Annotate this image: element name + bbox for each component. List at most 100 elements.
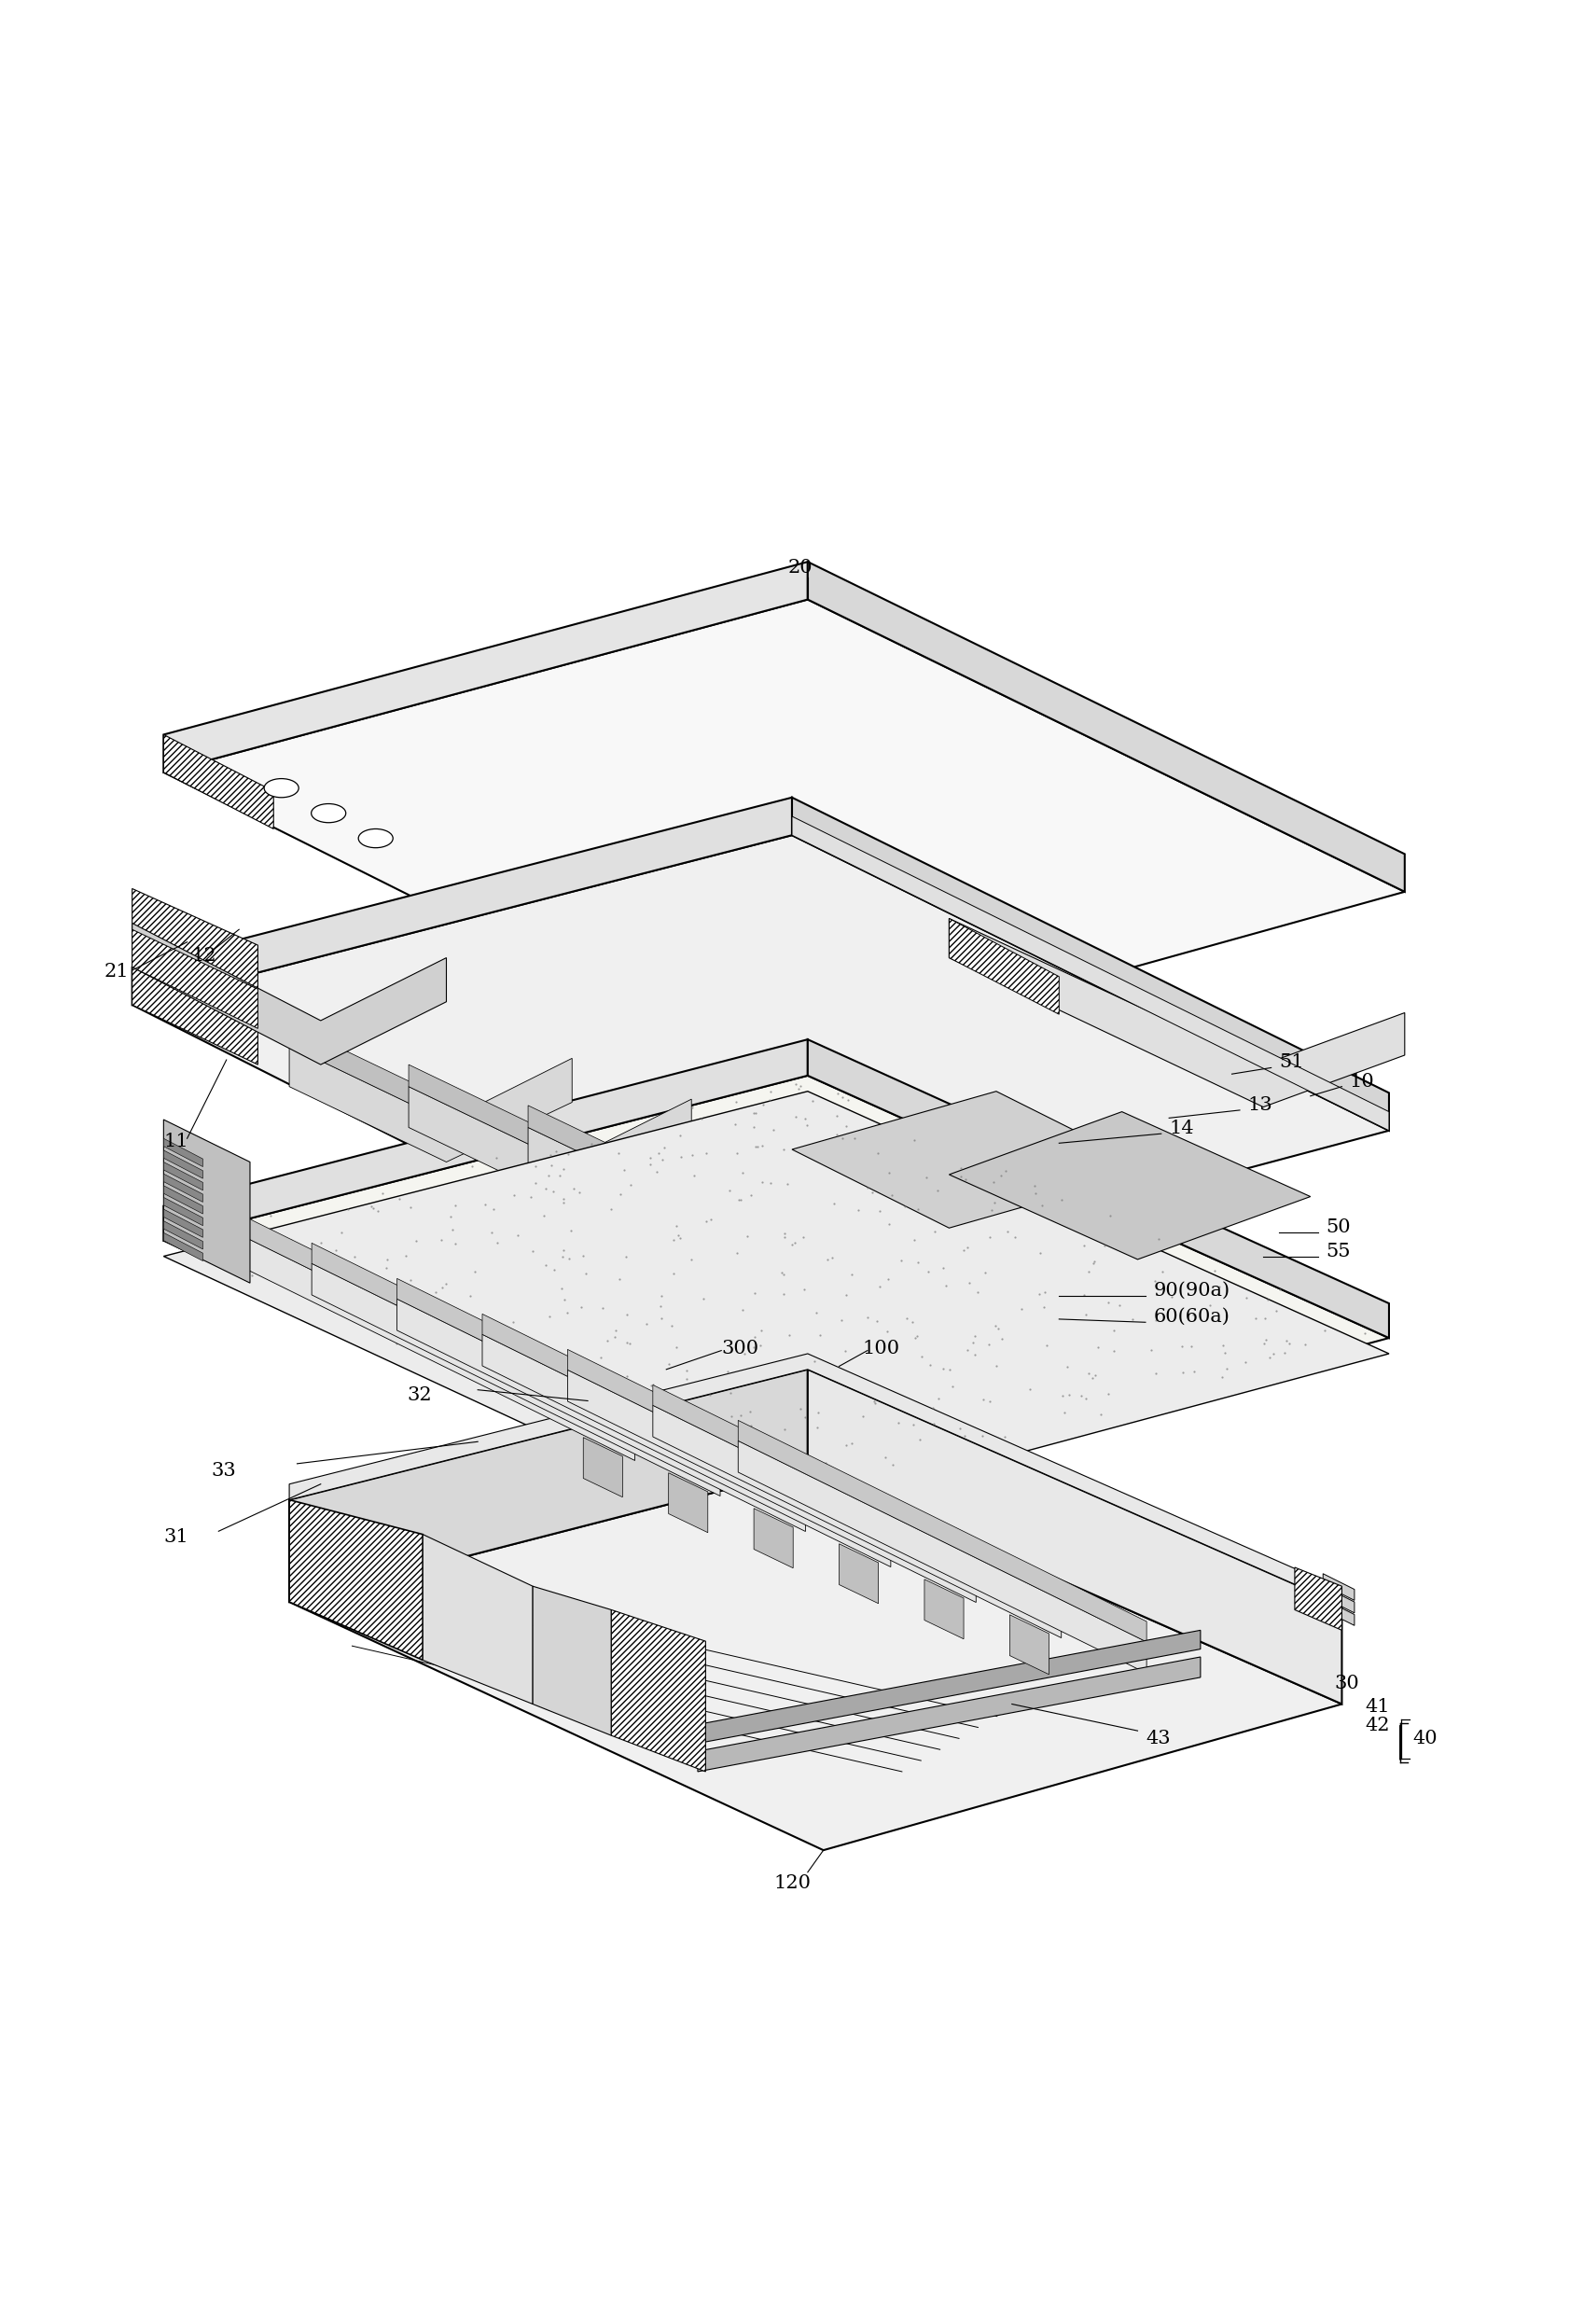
Text: 41: 41 [1365,1699,1391,1715]
Text: 13: 13 [1248,1097,1272,1113]
Polygon shape [290,1499,423,1659]
Text: 100: 100 [863,1339,900,1357]
Polygon shape [754,1508,794,1569]
Polygon shape [131,797,792,1004]
Polygon shape [163,1039,808,1241]
Polygon shape [767,1208,1050,1325]
Polygon shape [808,562,1405,892]
Polygon shape [808,1039,1389,1339]
Polygon shape [163,1120,250,1283]
Polygon shape [163,1139,203,1167]
Polygon shape [290,1046,572,1162]
Polygon shape [767,1188,923,1285]
Polygon shape [131,834,1389,1306]
Text: 60(60a): 60(60a) [1153,1308,1229,1327]
Text: 43: 43 [1145,1729,1171,1748]
Polygon shape [163,1197,203,1225]
Polygon shape [163,1076,1389,1511]
Text: 32: 32 [407,1387,432,1404]
Text: 21: 21 [105,962,128,981]
Polygon shape [1323,1587,1354,1613]
Polygon shape [532,1587,611,1736]
Polygon shape [312,1264,721,1497]
Polygon shape [312,1243,721,1464]
Text: 14: 14 [1169,1120,1194,1136]
Polygon shape [163,600,1405,1071]
Text: 30: 30 [1334,1673,1359,1692]
Polygon shape [227,1227,635,1459]
Polygon shape [163,734,274,830]
Polygon shape [1323,1599,1354,1624]
Polygon shape [567,1350,976,1571]
Polygon shape [887,1250,1169,1367]
Polygon shape [583,1439,623,1497]
Polygon shape [668,1473,708,1532]
Polygon shape [653,1385,1061,1606]
Polygon shape [131,888,258,1064]
Polygon shape [738,1441,1147,1673]
Polygon shape [163,1162,203,1190]
Polygon shape [567,1369,976,1601]
Polygon shape [398,1299,806,1532]
Polygon shape [163,1150,203,1178]
Polygon shape [697,1657,1201,1771]
Text: 12: 12 [192,946,217,964]
Polygon shape [290,1469,1342,1850]
Polygon shape [163,1220,203,1250]
Polygon shape [738,1420,1147,1641]
Text: 42: 42 [1365,1717,1391,1734]
Polygon shape [163,1232,203,1262]
Polygon shape [1294,1566,1342,1629]
Polygon shape [925,1580,963,1638]
Text: 120: 120 [773,1873,811,1892]
Ellipse shape [312,804,345,823]
Text: 11: 11 [163,1132,188,1150]
Text: 40: 40 [1413,1729,1437,1748]
Polygon shape [163,1092,1389,1527]
Polygon shape [290,1353,1342,1606]
Polygon shape [131,923,447,1064]
Polygon shape [653,1406,1061,1638]
Text: 10: 10 [1350,1074,1375,1090]
Text: 33: 33 [211,1462,236,1480]
Polygon shape [482,1313,890,1536]
Polygon shape [792,797,1389,1129]
Polygon shape [648,1169,930,1285]
Polygon shape [1323,1573,1354,1601]
Polygon shape [409,1064,565,1162]
Polygon shape [611,1611,705,1771]
Polygon shape [482,1334,890,1566]
Polygon shape [423,1534,532,1703]
Polygon shape [949,918,1405,1106]
Polygon shape [887,1227,1044,1325]
Text: 51: 51 [1278,1053,1304,1071]
Polygon shape [1009,1615,1049,1673]
Polygon shape [527,1106,686,1204]
Polygon shape [290,1369,808,1601]
Text: 300: 300 [721,1339,759,1357]
Polygon shape [840,1543,879,1604]
Text: 20: 20 [787,558,813,576]
Polygon shape [163,1208,203,1236]
Polygon shape [131,930,258,1030]
Polygon shape [163,1185,203,1213]
Polygon shape [792,1092,1153,1227]
Polygon shape [697,1629,1201,1743]
Ellipse shape [358,830,393,848]
Text: 50: 50 [1326,1218,1351,1236]
Text: 55: 55 [1326,1243,1351,1260]
Text: 31: 31 [163,1529,188,1545]
Polygon shape [227,1208,635,1429]
Polygon shape [290,1025,447,1120]
Polygon shape [949,1111,1310,1260]
Polygon shape [163,1174,203,1202]
Polygon shape [792,816,1389,1129]
Text: 90(90a): 90(90a) [1153,1281,1229,1299]
Polygon shape [398,1278,806,1499]
Polygon shape [163,562,808,772]
Polygon shape [648,1146,805,1243]
Polygon shape [409,1088,692,1204]
Polygon shape [808,1369,1342,1703]
Polygon shape [949,918,1060,1013]
Polygon shape [527,1127,811,1243]
